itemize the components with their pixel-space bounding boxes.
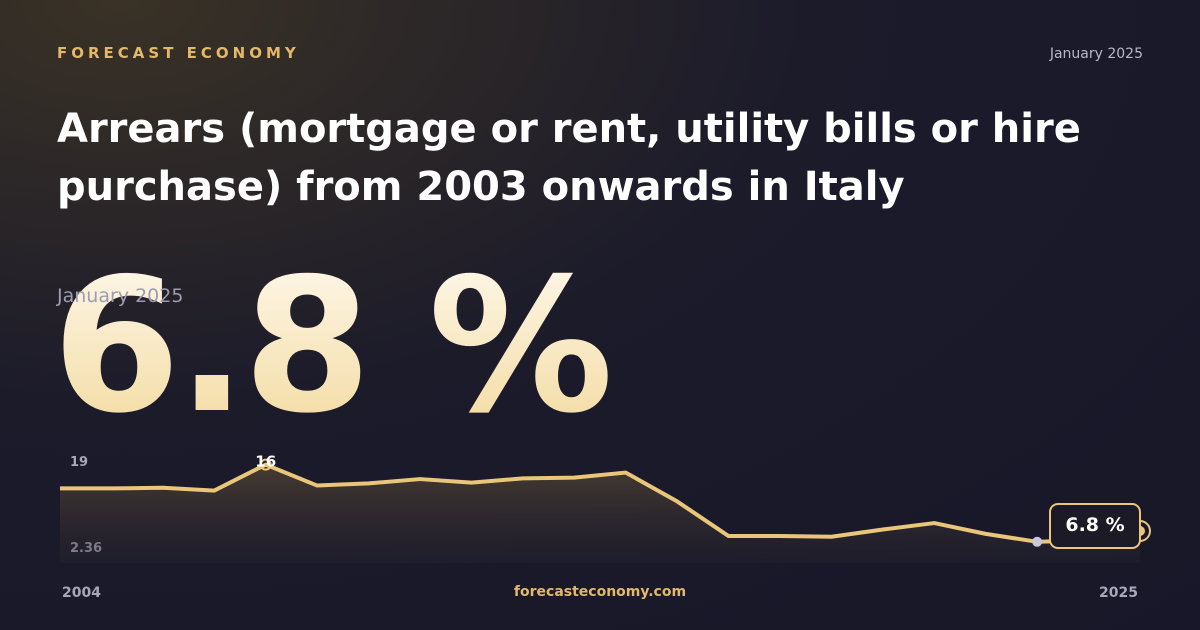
x-tick-label: 2025 xyxy=(1099,585,1138,601)
y-tick-label: 19 xyxy=(70,455,88,470)
title: Arrears (mortgage or rent, utility bills… xyxy=(57,106,1081,210)
area xyxy=(60,464,1140,563)
end-label: 6.8 % xyxy=(1065,514,1124,536)
x-tick-label: 2004 xyxy=(62,585,101,601)
date: January 2025 xyxy=(1049,46,1143,62)
footer: forecasteconomy.com xyxy=(513,584,687,600)
peak-label: 16 xyxy=(255,453,276,471)
point xyxy=(1032,536,1043,547)
brand: FORECAST ECONOMY xyxy=(57,44,300,62)
headline-date: January 2025 xyxy=(57,285,184,307)
headline-value: 6.8 % xyxy=(52,238,613,454)
line xyxy=(60,462,1141,544)
end-label-box xyxy=(1049,503,1141,549)
peak-marker xyxy=(259,458,272,471)
